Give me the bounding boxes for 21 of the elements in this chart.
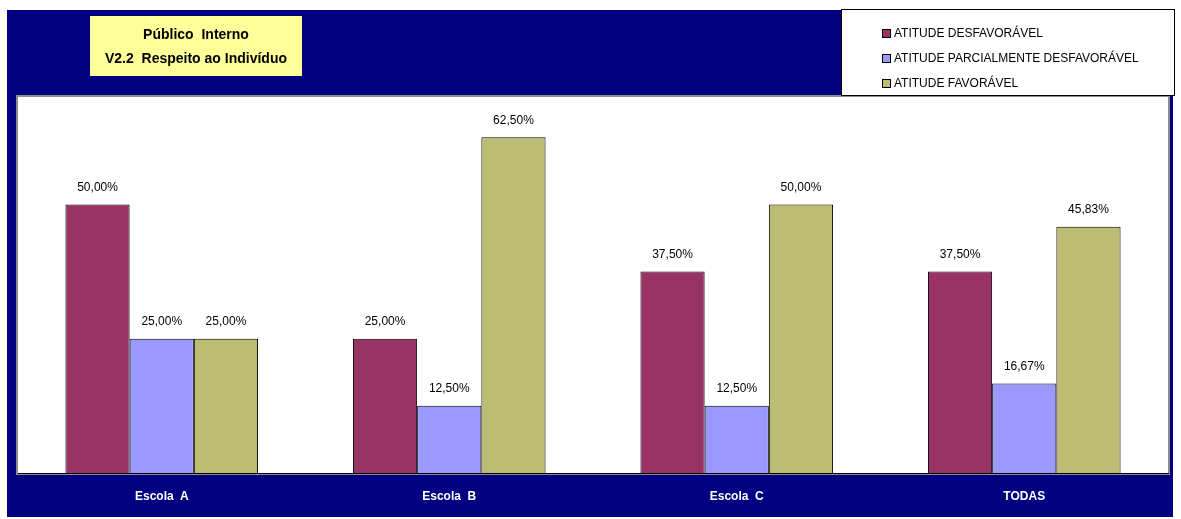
data-label: 12,50% [716,381,758,396]
legend-label: ATITUDE DESFAVORÁVEL [894,24,1043,42]
x-tick-label: Escola B [422,488,477,503]
data-label: 62,50% [493,112,535,127]
data-label: 37,50% [939,246,981,261]
data-label: 37,50% [652,246,694,261]
chart-subtitle: V2.2 Respeito ao Indivíduo [104,49,288,68]
data-label: 25,00% [364,314,406,329]
x-tick-label: Escola A [134,488,189,503]
data-label: 16,67% [1003,358,1045,373]
data-label: 12,50% [428,381,470,396]
chart-title: Público Interno [143,25,249,44]
data-label: 25,00% [205,314,247,329]
legend-label: ATITUDE PARCIALMENTE DESFAVORÁVEL [894,49,1139,67]
data-label: 50,00% [780,179,822,194]
legend-label: ATITUDE FAVORÁVEL [894,74,1019,92]
x-tick-label: Escola C [709,488,765,503]
data-label: 25,00% [141,314,183,329]
x-tick-label: TODAS [1003,488,1046,503]
data-label: 50,00% [77,179,119,194]
data-label: 45,83% [1068,202,1110,217]
